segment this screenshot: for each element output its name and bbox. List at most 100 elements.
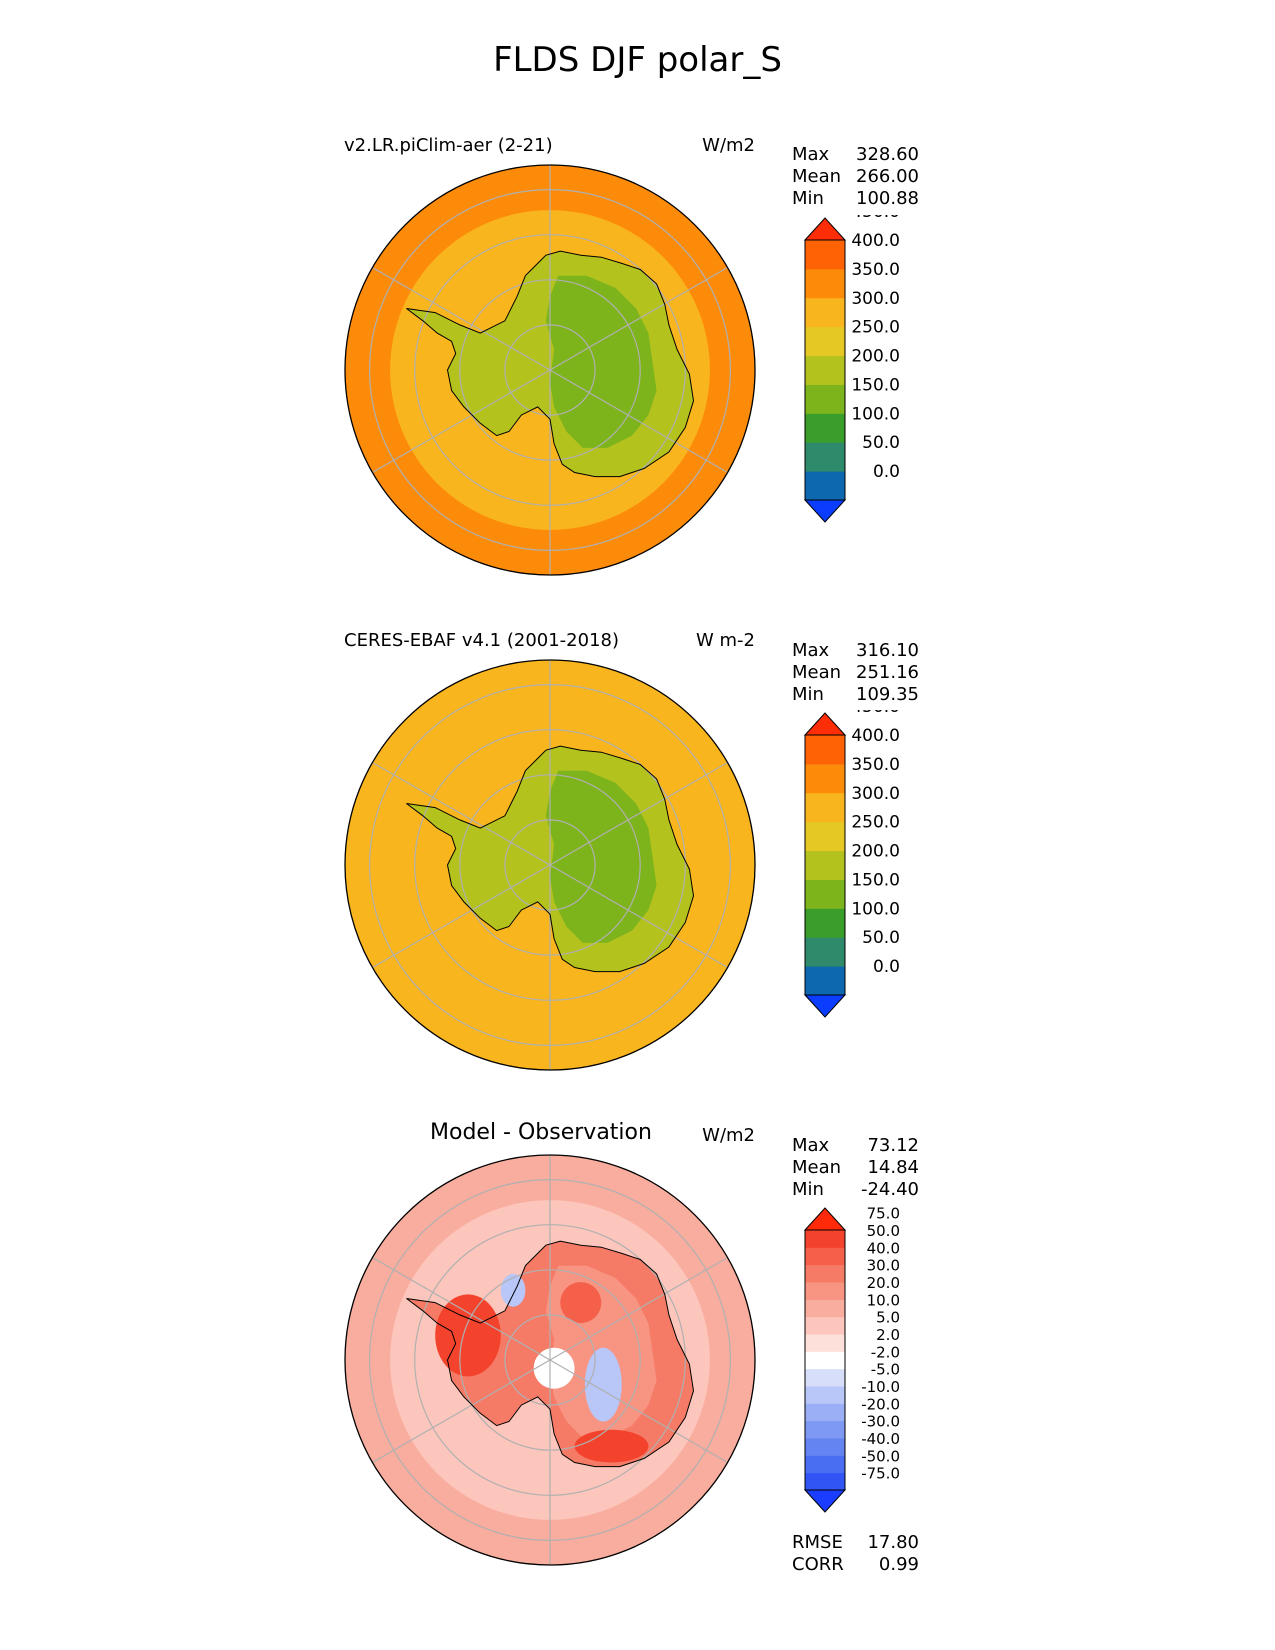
anomaly-patch [574,1429,649,1463]
panel-3-stats: Max 73.12 Mean 14.84 Min -24.40 [792,1135,919,1201]
colorbar-segment [805,1455,845,1474]
meridian-line [372,1256,551,1361]
colorbar-tick-label: -75.0 [861,1465,900,1483]
panel-3-units: W/m2 [702,1125,755,1146]
colorbar-tick-label: 300.0 [851,784,900,804]
colorbar-tick-label: -50.0 [861,1447,900,1465]
meridian-line [549,864,728,969]
figure-title: FLDS DJF polar_S [493,40,782,80]
anomaly-patch [584,1347,622,1422]
colorbar-extend-min [803,994,847,1018]
colorbar-tick-label: 250.0 [851,813,900,833]
colorbar-tick-label: 20.0 [867,1274,900,1292]
panel-2-map [344,659,756,1071]
stat-rmse: RMSE 17.80 [792,1532,919,1553]
colorbar-segment [805,413,845,443]
colorbar-segment [805,850,845,880]
colorbar-tick-label: 50.0 [862,928,900,948]
colorbar-tick-label: 40.0 [867,1239,900,1257]
panel-2-colorbar: 0.0 50.0 100.0 150.0 200.0 250.0 300.0 350.0 400… [803,710,900,1018]
panel-2-units: W m-2 [695,630,755,651]
map-boundary [344,659,756,1071]
stat-min: Min 100.88 [792,188,919,209]
colorbar-extend-max [803,1207,847,1231]
colorbar-tick-label: 0.0 [873,957,900,977]
colorbar-segment [805,1351,845,1370]
meridian-line [372,369,551,474]
colorbar-tick-label: 400.0 [851,231,900,251]
colorbar-tick-label: -10.0 [861,1378,900,1396]
colorbar-tick-label: 350.0 [851,260,900,280]
colorbar-tick-label: 2.0 [876,1326,900,1344]
colorbar-segment [805,1316,845,1335]
colorbar-extend-max [803,217,847,241]
meridian-line [549,266,728,371]
colorbar-segment [805,1230,845,1248]
meridian-line [372,864,551,969]
colorbar-tick-label: 400.0 [851,726,900,746]
stat-mean: Mean 14.84 [792,1157,919,1178]
colorbar-tick-label: 5.0 [876,1309,900,1327]
map-boundary [344,1154,756,1566]
coastline [406,745,695,973]
anomaly-patch [500,1273,526,1307]
colorbar-extend-min [803,1489,847,1513]
colorbar-tick-label: 350.0 [851,755,900,775]
colorbar-tick-label: 200.0 [851,842,900,862]
colorbar-segment [805,240,845,270]
colorbar-tick-label: 150.0 [851,375,900,395]
anomaly-patch [533,1347,575,1389]
colorbar-segment [805,1420,845,1439]
colorbar-tick-label: 10.0 [867,1291,900,1309]
colorbar-segment [805,442,845,472]
colorbar-tick-label: 50.0 [862,433,900,453]
panel-2-stats: Max 316.10 Mean 251.16 Min 109.35 [792,640,919,706]
colorbar-segment [805,1264,845,1283]
colorbar-segment [805,908,845,938]
colorbar-tick-label: -30.0 [861,1413,900,1431]
panel-1-title: v2.LR.piClim-aer (2-21) [344,135,553,156]
colorbar-tick-label: 50.0 [867,1222,900,1240]
colorbar-segment [805,1282,845,1300]
colorbar-frame [804,239,846,501]
panel-3-metrics: RMSE 17.80 CORR 0.99 [792,1532,919,1576]
panel-1-colorbar: 0.0 50.0 100.0 150.0 200.0 250.0 300.0 350.0 400… [803,215,900,523]
colorbar-tick-label: 450.0 [851,215,900,222]
colorbar-tick-label: 30.0 [867,1257,900,1275]
colorbar-segment [805,1368,845,1387]
stat-max: Max 328.60 [792,144,919,165]
colorbar-tick-label: -40.0 [861,1430,900,1448]
colorbar-segment [805,1386,845,1404]
plateau-fill [545,770,657,943]
colorbar-segment [805,268,845,299]
colorbar-segment [805,1472,845,1491]
meridian-line [372,1359,551,1464]
map-boundary [344,164,756,576]
colorbar-tick-label: -5.0 [871,1361,900,1379]
colorbar-tick-label: 450.0 [851,710,900,717]
colorbar-tick-label: -20.0 [861,1395,900,1413]
colorbar-segment [805,1334,845,1352]
colorbar-segment [805,735,845,765]
panel-1-map [344,164,756,576]
colorbar-segment [805,763,845,794]
colorbar-segment [805,937,845,967]
stat-max: Max 73.12 [792,1135,919,1156]
colorbar-segment [805,879,845,909]
panel-3-title: Model - Observation [430,1120,652,1145]
panel-3-colorbar: -75.0-50.0-40.0-30.0-20.0-10.0-5.0-2.02.… [803,1205,900,1513]
stat-corr: CORR 0.99 [792,1554,919,1575]
colorbar-tick-label: 250.0 [851,318,900,338]
plateau-fill [545,275,657,448]
meridian-line [549,761,728,866]
colorbar-extend-min [803,499,847,523]
panel-1-stats: Max 328.60 Mean 266.00 Min 100.88 [792,144,919,210]
coastline [406,250,695,478]
colorbar-tick-label: 0.0 [873,462,900,482]
anomaly-patch [560,1282,602,1324]
meridian-line [372,266,551,371]
colorbar-segment [805,471,845,501]
panel-2-title: CERES-EBAF v4.1 (2001-2018) [344,630,620,651]
panel-1-units: W/m2 [702,135,755,156]
colorbar-tick-label: 100.0 [851,404,900,424]
